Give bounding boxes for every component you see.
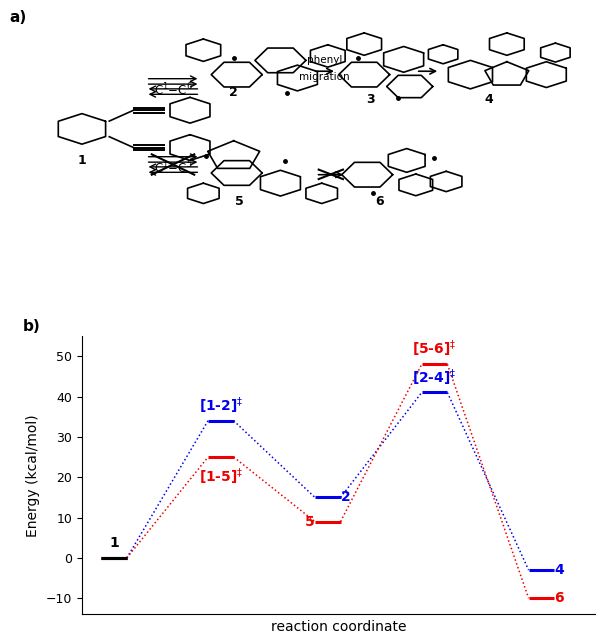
Text: 4: 4 bbox=[554, 563, 564, 577]
X-axis label: reaction coordinate: reaction coordinate bbox=[271, 620, 406, 634]
Text: [1-2]$^{‡}$: [1-2]$^{‡}$ bbox=[198, 396, 243, 416]
Text: 6: 6 bbox=[375, 195, 384, 208]
Text: 4: 4 bbox=[484, 93, 493, 106]
Y-axis label: Energy (kcal/mol): Energy (kcal/mol) bbox=[26, 414, 40, 536]
Text: [5-6]$^{‡}$: [5-6]$^{‡}$ bbox=[412, 339, 457, 360]
Text: 5: 5 bbox=[305, 515, 315, 529]
Text: b): b) bbox=[23, 319, 41, 334]
Text: 2: 2 bbox=[341, 490, 350, 504]
Text: 1: 1 bbox=[109, 536, 119, 550]
Text: [2-4]$^{‡}$: [2-4]$^{‡}$ bbox=[412, 367, 457, 388]
Text: 5: 5 bbox=[236, 195, 244, 208]
Text: migration: migration bbox=[299, 72, 350, 82]
Text: 2: 2 bbox=[229, 86, 238, 99]
Text: C$^1$−C$^6$: C$^1$−C$^6$ bbox=[154, 81, 192, 98]
Text: a): a) bbox=[9, 10, 26, 25]
Text: [1-5]$^{‡}$: [1-5]$^{‡}$ bbox=[198, 466, 243, 486]
Text: 1: 1 bbox=[78, 154, 86, 167]
Text: 6: 6 bbox=[554, 591, 564, 605]
Text: phenyl: phenyl bbox=[307, 55, 342, 65]
Text: 3: 3 bbox=[366, 93, 375, 106]
Text: C$^1$−C$^5$: C$^1$−C$^5$ bbox=[154, 159, 192, 176]
